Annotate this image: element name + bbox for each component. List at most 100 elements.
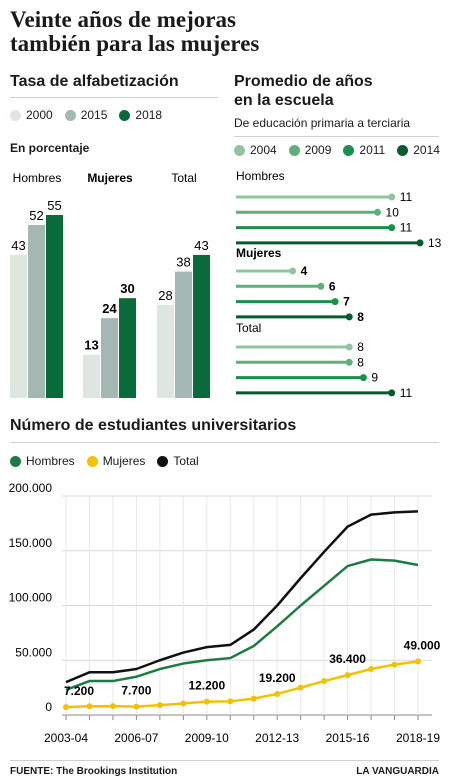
mujeres-point-1 xyxy=(86,703,93,710)
legend-label-2011: 2011 xyxy=(359,143,386,157)
unit-note: En porcentaje xyxy=(10,141,90,155)
y-tick-1: 50.000 xyxy=(15,645,52,659)
bar-label-Mujeres-2000: 13 xyxy=(84,338,98,353)
legend-2009: 2009 xyxy=(288,143,332,157)
legend-label-hombres: Hombres xyxy=(26,454,75,468)
bar-Hombres-2015 xyxy=(28,224,45,398)
bar-Mujeres-2000 xyxy=(83,354,100,398)
value-Hombres-2004: 11 xyxy=(400,190,413,204)
universitarios-title: Número de estudiantes universitarios xyxy=(10,417,297,434)
value-Total-2014: 11 xyxy=(400,386,413,400)
annotation-4: 36.400 xyxy=(329,652,366,666)
legend-dot-total xyxy=(157,455,169,467)
value-Mujeres-2011: 7 xyxy=(343,295,350,309)
mujeres-point-10 xyxy=(297,684,304,691)
escuela-subtitle: De educación primaria a terciaria xyxy=(234,116,411,130)
bar-Total-2018 xyxy=(193,254,210,398)
y-tick-0: 0 xyxy=(45,700,52,714)
mujeres-point-4 xyxy=(156,702,163,709)
legend-2004: 2004 xyxy=(234,143,277,157)
legend-dot-mujeres xyxy=(86,455,98,467)
x-tick-0: 2003-04 xyxy=(44,731,88,745)
dot-Mujeres-2011 xyxy=(331,298,339,306)
alfabetizacion-title: Tasa de alfabetización xyxy=(10,73,179,90)
mujeres-point-8 xyxy=(250,695,257,702)
series-line-total xyxy=(65,510,419,684)
legend-label-2018: 2018 xyxy=(135,108,163,122)
dot-Total-2004 xyxy=(345,343,353,351)
mujeres-point-6 xyxy=(203,698,210,705)
mujeres-point-7 xyxy=(227,698,234,705)
legend-dot-2009 xyxy=(288,144,300,156)
bar-Mujeres-2015 xyxy=(101,318,118,398)
escuela-title-line-2: en la escuela xyxy=(234,92,334,109)
escuela-category-1: Mujeres xyxy=(236,246,282,260)
dot-Hombres-2014 xyxy=(416,239,424,247)
annotation-2: 12.200 xyxy=(188,679,225,693)
alfabetizacion-legend: 2000 2015 2018 xyxy=(10,108,174,122)
dot-Mujeres-2009 xyxy=(317,282,325,290)
legend-label-2015: 2015 xyxy=(80,108,108,122)
legend-2011: 2011 xyxy=(343,143,385,157)
value-Total-2009: 8 xyxy=(357,355,364,369)
series-line-mujeres xyxy=(65,660,419,709)
dot-Hombres-2004 xyxy=(388,193,396,201)
legend-dot-2011 xyxy=(343,144,355,156)
bar-label-Total-2015: 38 xyxy=(176,255,190,270)
bar-label-Mujeres-2015: 24 xyxy=(102,301,117,316)
mujeres-point-9 xyxy=(274,690,281,697)
escuela-rule xyxy=(234,136,439,137)
legend-label-total: Total xyxy=(173,454,199,468)
annotation-1: 7.700 xyxy=(121,684,151,698)
mujeres-point-5 xyxy=(180,700,187,707)
legend-total: Total xyxy=(157,454,199,468)
escuela-title: Promedio de años en la escuela xyxy=(234,72,373,110)
y-tick-4: 200.000 xyxy=(9,481,53,495)
dot-Mujeres-2014 xyxy=(345,313,353,321)
y-tick-2: 100.000 xyxy=(9,591,53,605)
legend-label-mujeres: Mujeres xyxy=(102,454,146,468)
legend-2000: 2000 xyxy=(10,108,53,122)
annotation-5: 49.000 xyxy=(404,638,441,652)
bar-Hombres-2000 xyxy=(10,254,27,398)
footer-source: FUENTE: The Brookings Institution xyxy=(10,766,178,777)
footer-brand: LA VANGUARDIA xyxy=(356,766,439,777)
value-Hombres-2011: 11 xyxy=(400,221,413,235)
escuela-category-2: Total xyxy=(236,321,261,335)
mujeres-point-2 xyxy=(109,703,116,710)
legend-2018: 2018 xyxy=(119,108,162,122)
bar-label-Hombres-2000: 43 xyxy=(11,238,25,253)
mujeres-point-12 xyxy=(344,672,351,679)
bar-label-Mujeres-2018: 30 xyxy=(120,281,134,296)
legend-label-2014: 2014 xyxy=(413,143,440,157)
legend-dot-2014 xyxy=(397,144,409,156)
title-line-1: Veinte años de mejoras xyxy=(10,7,236,32)
value-Mujeres-2009: 6 xyxy=(329,279,336,293)
legend-mujeres: Mujeres xyxy=(86,454,146,468)
mujeres-point-11 xyxy=(321,678,328,685)
x-tick-3: 2012-13 xyxy=(255,731,299,745)
bar-Total-2000 xyxy=(157,304,174,398)
legend-dot-2000 xyxy=(10,109,21,121)
bar-label-Hombres-2015: 52 xyxy=(29,208,43,223)
footer-rule xyxy=(10,760,439,761)
dot-Hombres-2009 xyxy=(374,208,382,216)
dot-Total-2014 xyxy=(388,389,396,397)
value-Hombres-2009: 10 xyxy=(386,205,400,219)
alfabetizacion-rule xyxy=(10,97,218,98)
legend-dot-2015 xyxy=(64,109,76,121)
mujeres-point-3 xyxy=(133,703,140,710)
annotation-3: 19.200 xyxy=(259,671,296,685)
escuela-category-0: Hombres xyxy=(236,169,285,183)
annotation-0: 7.200 xyxy=(64,684,94,698)
x-tick-2: 2009-10 xyxy=(185,731,229,745)
title-line-2: también para las mujeres xyxy=(10,31,260,56)
value-Mujeres-2014: 8 xyxy=(357,310,364,324)
legend-label-2009: 2009 xyxy=(304,143,332,157)
universitarios-legend: Hombres Mujeres Total xyxy=(10,454,211,468)
page-title: Veinte años de mejoras también para las … xyxy=(10,8,440,56)
category-label-0: Hombres xyxy=(13,171,62,185)
bar-label-Total-2018: 43 xyxy=(194,238,208,253)
